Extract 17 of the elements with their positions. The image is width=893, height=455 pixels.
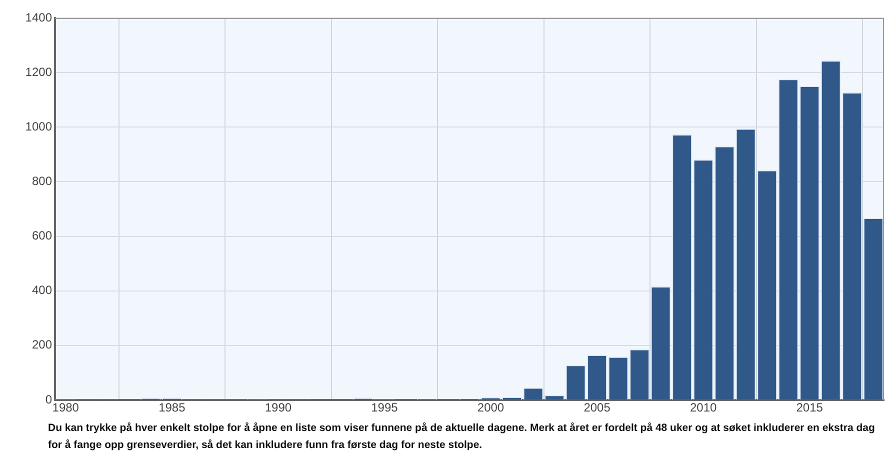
- text: Du kan trykke på hver enkelt stolpe for å åpne en liste som viser funnene på de aktuelle dagene. Merk at året er fordelt på 48 uker og at søket inkluderer en ekstra dag for å fange opp grenseverdier, så det kan inkludere funn fra første dag for neste stolpe.: [48, 421, 876, 453]
- x-tick-label: 1980: [52, 400, 80, 415]
- y-tick-label: 600: [32, 228, 52, 243]
- y-tick-label: 1400: [25, 10, 52, 24]
- y-tick-label: 0: [45, 392, 52, 406]
- x-tick-label: 1990: [264, 400, 292, 415]
- x-tick-label: 1995: [371, 400, 398, 415]
- y-tick-label: 1200: [25, 64, 52, 79]
- y-tick-label: 400: [32, 283, 52, 298]
- y-tick-label: 800: [32, 174, 52, 188]
- x-tick-label: 2010: [690, 400, 717, 415]
- x-tick-label: 2000: [477, 400, 504, 415]
- x-tick-label: 1985: [158, 400, 186, 415]
- x-tick-label: 2005: [584, 400, 611, 415]
- x-tick-label: 2015: [796, 400, 824, 415]
- y-tick-label: 200: [32, 338, 52, 352]
- y-tick-label: 1000: [25, 119, 52, 134]
